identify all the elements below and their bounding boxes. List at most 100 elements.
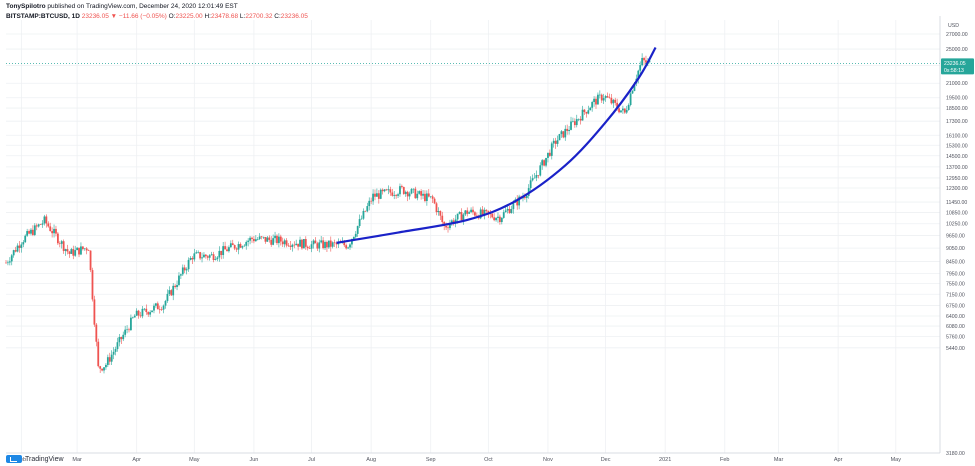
candle-body bbox=[108, 357, 111, 362]
candle-body bbox=[362, 210, 365, 219]
candle-body bbox=[345, 245, 348, 249]
candle-body bbox=[597, 94, 599, 105]
candle-body bbox=[593, 98, 595, 103]
candle-body bbox=[326, 242, 328, 248]
candle-body bbox=[449, 223, 451, 229]
candle-body bbox=[12, 250, 15, 256]
candle-body bbox=[247, 240, 250, 242]
candle-body bbox=[523, 196, 526, 199]
candle-body bbox=[458, 212, 461, 214]
candle-body bbox=[420, 191, 423, 196]
open-label: O: bbox=[168, 13, 176, 20]
candle-body bbox=[81, 246, 84, 250]
candle-body bbox=[228, 247, 230, 252]
candle-body bbox=[18, 245, 21, 248]
candle-body bbox=[622, 108, 624, 111]
candle-body bbox=[274, 235, 276, 239]
time-tick-label: Sep bbox=[426, 457, 436, 463]
tradingview-logo-icon[interactable] bbox=[6, 455, 22, 463]
candle-body bbox=[239, 244, 242, 248]
price-tick-label: 7550.00 bbox=[946, 282, 965, 288]
price-tick-label: 16100.00 bbox=[946, 133, 968, 139]
symbol-label[interactable]: BITSTAMP:BTCUSD, 1D bbox=[6, 13, 80, 20]
candle-body bbox=[418, 191, 421, 194]
price-tick-label: 10250.00 bbox=[946, 222, 968, 228]
time-axis[interactable]: FebMarAprMayJunJulAugSepOctNovDec2021Feb… bbox=[6, 452, 940, 463]
ohlc-line: BITSTAMP:BTCUSD, 1D 23236.05 ▼ −11.66 (−… bbox=[6, 12, 966, 22]
candle-body bbox=[103, 367, 105, 371]
candle-body bbox=[518, 196, 521, 206]
candle-body bbox=[639, 65, 642, 71]
time-tick-label: 2021 bbox=[659, 457, 671, 463]
author-name[interactable]: TonySpilotro bbox=[6, 3, 46, 10]
candle-body bbox=[37, 224, 40, 227]
candle-body bbox=[235, 248, 238, 250]
candle-body bbox=[493, 217, 496, 221]
candle-body bbox=[53, 228, 55, 234]
candle-body bbox=[439, 211, 442, 216]
candle-body bbox=[495, 217, 497, 221]
candle-body bbox=[51, 231, 54, 234]
candle-body bbox=[156, 303, 159, 310]
candle-body bbox=[433, 198, 436, 204]
candle-body bbox=[351, 238, 353, 245]
candle-body bbox=[627, 104, 630, 110]
candle-body bbox=[410, 189, 413, 194]
candle-body bbox=[312, 240, 315, 245]
price-tick-label: 7950.00 bbox=[946, 272, 965, 278]
candle-body bbox=[548, 152, 551, 156]
candle-body bbox=[287, 245, 290, 247]
candle-body bbox=[589, 107, 592, 111]
candle-body bbox=[460, 212, 463, 221]
candle-body bbox=[304, 239, 307, 247]
candle-body bbox=[114, 349, 117, 352]
candle-body bbox=[643, 57, 645, 61]
price-tick-label: 11450.00 bbox=[946, 200, 967, 206]
candle-body bbox=[149, 312, 152, 315]
candle-body bbox=[262, 236, 265, 238]
time-tick-label: Jun bbox=[249, 457, 258, 463]
time-tick-label: Dec bbox=[601, 457, 611, 463]
price-tick-label: 5760.00 bbox=[946, 335, 965, 341]
candle-body bbox=[437, 211, 440, 213]
candle-body bbox=[491, 213, 494, 218]
candle-body bbox=[229, 243, 232, 248]
candle-body bbox=[204, 254, 207, 257]
candle-body bbox=[587, 110, 590, 114]
candle-body bbox=[131, 317, 134, 319]
candle-body bbox=[310, 244, 313, 249]
candle-body bbox=[583, 109, 586, 113]
candle-body bbox=[600, 94, 603, 101]
candle-body bbox=[618, 108, 620, 113]
candle-body bbox=[360, 218, 363, 220]
candle-body bbox=[128, 329, 130, 331]
candle-body bbox=[299, 239, 301, 247]
brand-name[interactable]: TradingView bbox=[25, 455, 64, 463]
candle-body bbox=[199, 252, 202, 259]
high-label: H: bbox=[204, 13, 211, 20]
price-axis[interactable]: 27000.0025000.0023000.0021000.0019500.00… bbox=[939, 16, 974, 457]
candle-body bbox=[435, 203, 438, 213]
price-tick-label: 3180.00 bbox=[946, 451, 965, 457]
candle-body bbox=[331, 242, 334, 247]
candle-body bbox=[133, 315, 136, 318]
candle-body bbox=[253, 238, 255, 242]
candle-body bbox=[389, 189, 392, 193]
candle-body bbox=[400, 186, 403, 188]
candle-body bbox=[629, 93, 632, 105]
candle-body bbox=[224, 246, 226, 250]
candle-body bbox=[422, 193, 424, 196]
candle-body bbox=[314, 240, 317, 244]
candle-body bbox=[456, 213, 459, 220]
candle-body bbox=[573, 121, 576, 126]
candle-body bbox=[172, 285, 175, 296]
candle-body bbox=[178, 275, 180, 285]
trendline[interactable] bbox=[336, 46, 657, 244]
candle-body bbox=[497, 216, 499, 218]
candle-body bbox=[155, 303, 157, 306]
candle-body bbox=[612, 99, 615, 104]
candle-body bbox=[105, 364, 107, 368]
candle-body bbox=[556, 140, 559, 144]
candle-body bbox=[427, 193, 430, 197]
